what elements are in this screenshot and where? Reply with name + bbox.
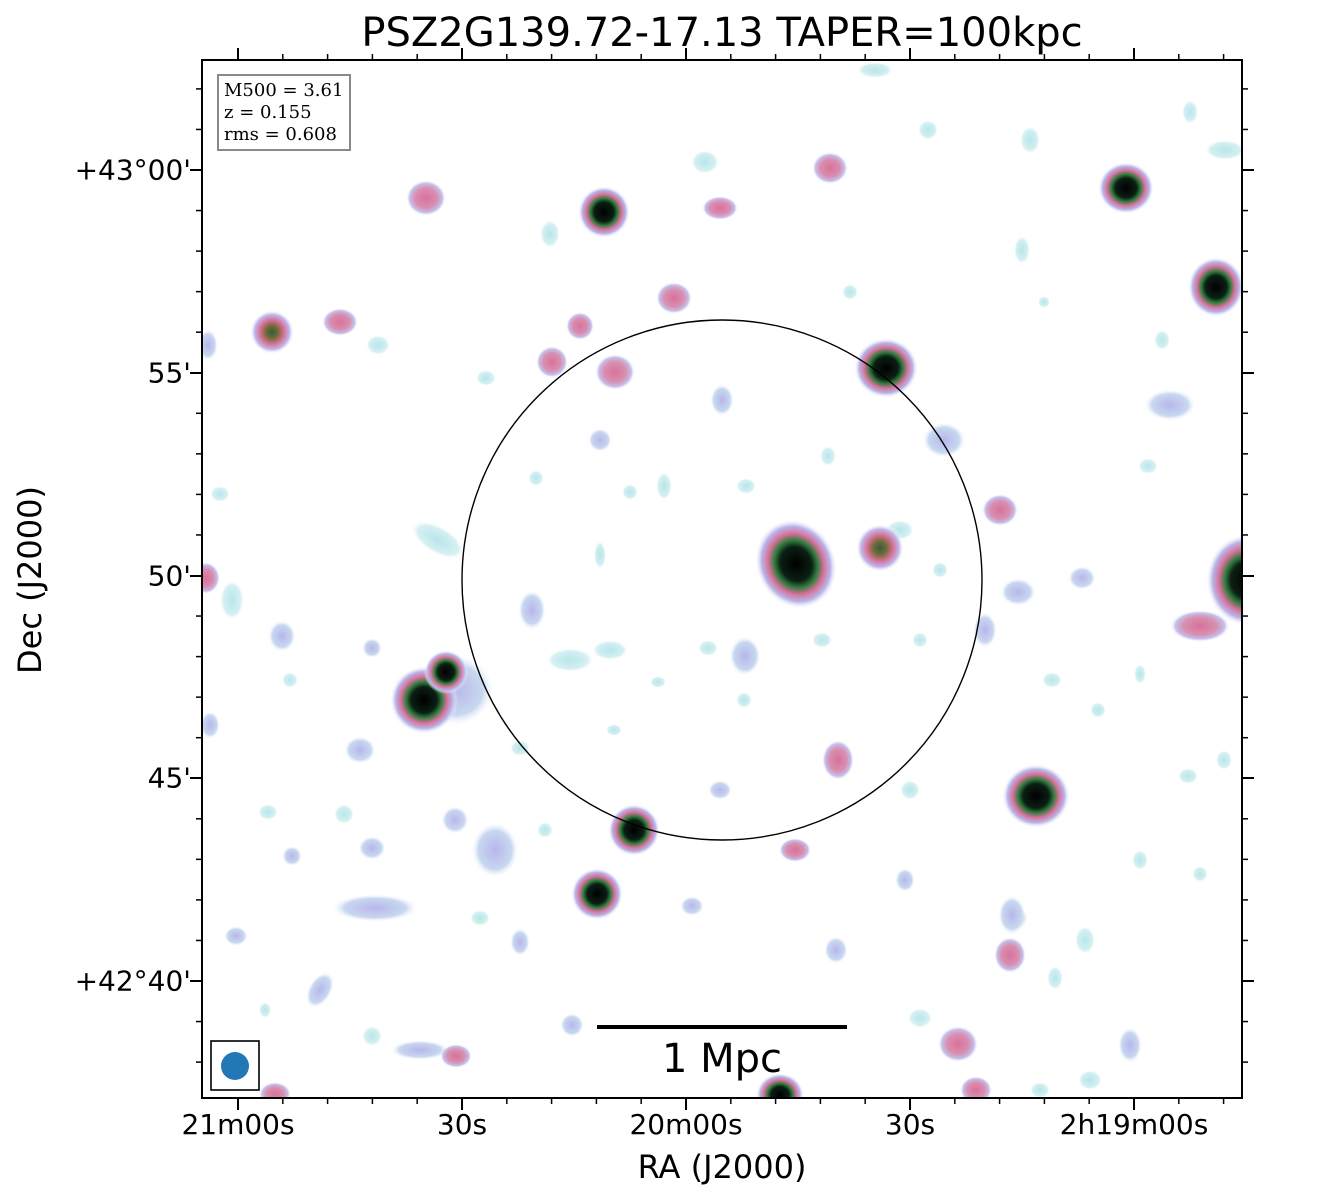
axis-ticks [190, 48, 1254, 1110]
y-tick-label: +43°00' [74, 153, 191, 187]
x-tick-label: 30s [884, 1108, 936, 1141]
x-tick-label: 2h19m00s [1059, 1108, 1209, 1141]
x-tick-label: 20m00s [629, 1108, 743, 1141]
faint-noise-patches [202, 62, 1242, 1098]
figure-title: PSZ2G139.72-17.13 TAPER=100kpc [361, 10, 1083, 56]
y-tick-label: 50' [147, 559, 191, 593]
beam-ellipse [221, 1052, 249, 1080]
scale-bar-label: 1 Mpc [661, 1036, 783, 1082]
plot-frame [201, 59, 1243, 1099]
info-line-rms: rms = 0.608 [224, 124, 337, 145]
x-tick-label: 21m00s [181, 1108, 295, 1141]
info-box: M500 = 3.61 z = 0.155 rms = 0.608 [217, 74, 352, 151]
info-line-mass: M500 = 3.61 [224, 80, 344, 101]
x-tick-label: 30s [436, 1108, 488, 1141]
y-tick-label: +42°40' [74, 964, 191, 998]
y-axis-label: Dec (J2000) [11, 486, 49, 674]
mid-sources [250, 310, 904, 572]
info-line-redshift: z = 0.155 [224, 102, 312, 123]
emission-layer [202, 62, 1242, 1098]
y-tick-label: 45' [147, 761, 191, 795]
x-axis-label: RA (J2000) [637, 1148, 807, 1186]
y-tick-label: 55' [147, 356, 191, 390]
bright-sources [390, 162, 1242, 1098]
cluster-aperture-circle [461, 319, 983, 841]
